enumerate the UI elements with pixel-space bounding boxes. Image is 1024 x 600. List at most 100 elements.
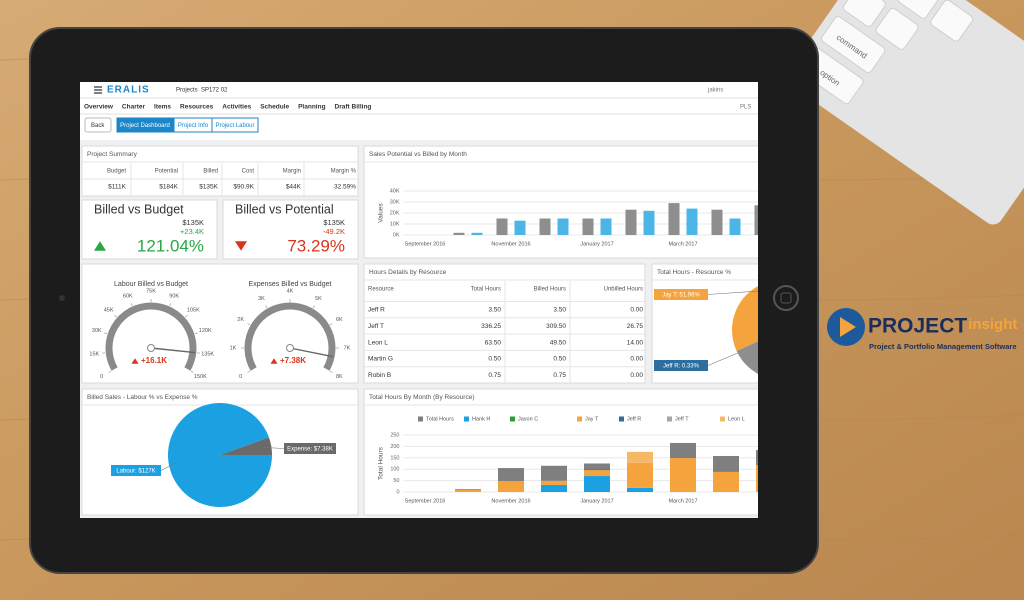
gauge-tick-label: 4K <box>287 288 294 294</box>
bar-segment <box>670 442 696 459</box>
bar <box>582 218 594 235</box>
tab-label[interactable]: Project Labour <box>215 123 254 129</box>
label-box <box>654 289 708 300</box>
bar <box>496 218 508 235</box>
gauge-arc <box>244 302 336 371</box>
breadcrumb: Projects SP172 02 <box>176 88 228 94</box>
bar-segment <box>713 471 739 492</box>
column-header: Billed <box>203 169 218 175</box>
bar <box>643 210 655 235</box>
column-header: Total Hours <box>471 287 501 293</box>
gauge-hub <box>147 344 155 352</box>
cell: Robin B <box>368 372 391 379</box>
cell: 32.59% <box>334 184 356 191</box>
tab-button[interactable] <box>116 117 174 133</box>
down-arrow <box>235 241 247 251</box>
pie-slice <box>736 341 758 374</box>
panels: Project Summary Budget $111K Potential $184K… <box>81 145 758 516</box>
tablet-camera <box>59 295 65 301</box>
gauge-tick <box>184 314 188 318</box>
legend-label: Jeff R <box>627 416 641 422</box>
gauge-arc <box>105 302 197 371</box>
cell: 0.50 <box>488 356 501 363</box>
x-tick-label: March 2017 <box>668 241 697 247</box>
kpi-delta: -49.2K <box>323 227 345 236</box>
y-tick-label: 0 <box>396 489 399 495</box>
label-box <box>111 465 161 476</box>
y-axis-label: Total Hours <box>378 446 385 480</box>
legend-label: Jay T <box>585 416 599 422</box>
back-button[interactable] <box>84 117 112 133</box>
bar-segment <box>627 462 653 488</box>
gauge-tick <box>247 370 251 373</box>
panel-title: Sales Potential vs Billed by Month <box>369 151 467 158</box>
nav-item[interactable]: Schedule <box>260 104 289 111</box>
brand-tagline: Project & Portfolio Management Software <box>869 342 1017 351</box>
leader-line <box>263 447 285 449</box>
legend-label: Hank H <box>472 416 490 422</box>
kpi-percent: 73.29% <box>287 236 345 255</box>
up-arrow <box>94 241 106 251</box>
legend-label: Total Hours <box>426 416 454 422</box>
gauge-tick-label: 1K <box>230 345 237 351</box>
bar <box>539 218 551 235</box>
pie-label: Jeff R: 0.33% <box>663 363 700 369</box>
legend-swatch <box>418 416 423 422</box>
panel <box>363 388 758 516</box>
cell: $135K <box>199 184 218 191</box>
y-tick-label: 10K <box>390 221 400 227</box>
cell: 309.50 <box>546 323 566 330</box>
cell: Leon L <box>368 339 388 346</box>
nav-item[interactable]: Items <box>154 104 171 111</box>
user[interactable]: jakins <box>707 88 723 94</box>
panel-title: Total Hours - Resource % <box>657 269 731 276</box>
gauge-tick <box>104 332 108 335</box>
home-button[interactable] <box>773 285 799 311</box>
gauge-tick-label: 75K <box>146 288 156 294</box>
legend-label: Jason C <box>518 416 538 422</box>
nav-item[interactable]: Overview <box>84 104 114 111</box>
column-header: Cost <box>242 169 255 175</box>
back-label[interactable]: Back <box>91 123 105 129</box>
column-header: Margin <box>283 169 301 175</box>
bar-segment <box>541 465 567 481</box>
bar-segment <box>584 470 610 477</box>
nav-item[interactable]: Activities <box>222 104 251 111</box>
bar-segment <box>756 450 758 466</box>
menu-icon[interactable] <box>94 86 102 94</box>
leader-line <box>160 462 177 471</box>
gauge-tick-label: 105K <box>187 307 200 313</box>
gauge-needle <box>150 347 195 354</box>
gauge-tick-label: 60K <box>123 293 133 299</box>
nav-item[interactable]: Resources <box>180 104 214 111</box>
y-tick-label: 250 <box>390 432 399 438</box>
gauge-hub <box>286 344 294 352</box>
tabs: Project Dashboard Project Info Project Lab… <box>116 117 259 133</box>
nav-item[interactable]: Draft Billing <box>335 104 372 111</box>
cell: 26.75 <box>627 323 644 330</box>
nav-item[interactable]: Charter <box>122 104 146 111</box>
gauge-tick <box>312 305 315 309</box>
panel-title: Total Hours By Month (By Resource) <box>369 394 474 401</box>
bar <box>686 208 698 235</box>
cell: 49.50 <box>550 339 567 346</box>
bar-segment <box>713 455 739 472</box>
y-tick-label: 20K <box>390 210 400 216</box>
cell: $184K <box>159 184 178 191</box>
gauge-delta: +7.38K <box>280 356 306 365</box>
brand-play <box>840 317 856 337</box>
bar <box>668 203 680 235</box>
tab-label[interactable]: Project Info <box>178 123 209 129</box>
tab-label[interactable]: Project Dashboard <box>120 123 170 129</box>
gauge-tick-label: 150K <box>194 374 207 380</box>
gauge-tick <box>108 370 112 373</box>
gauge-tick-label: 2K <box>237 317 244 323</box>
tab-button[interactable] <box>211 117 259 133</box>
leader-line <box>707 344 758 366</box>
pie-label: Jay T: 51.96% <box>662 292 700 298</box>
nav: Overview Charter Items Resources Activities S… <box>84 104 371 111</box>
nav-item[interactable]: Planning <box>298 104 325 111</box>
bar-segment <box>584 463 610 470</box>
x-tick-label: September 2016 <box>405 498 446 504</box>
